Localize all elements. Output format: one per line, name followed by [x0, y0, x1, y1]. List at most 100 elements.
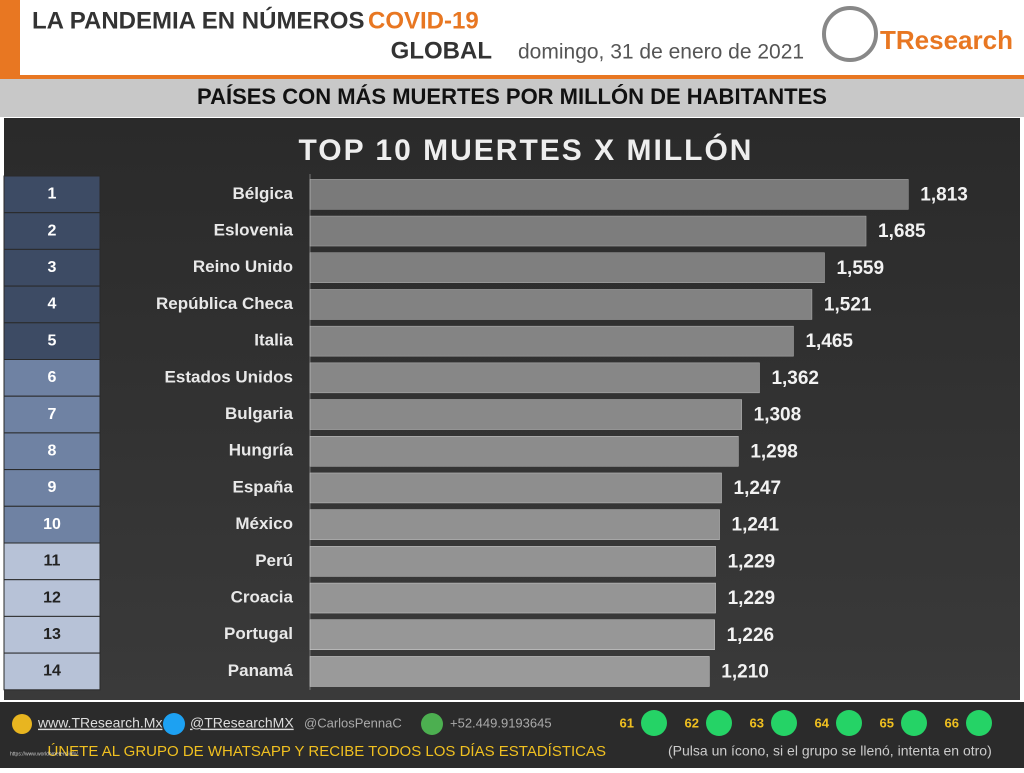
- whatsapp-icon[interactable]: [836, 710, 862, 736]
- twitter-icon: [163, 713, 185, 735]
- category-label: España: [233, 477, 294, 496]
- header-title: LA PANDEMIA EN NÚMEROS: [32, 6, 364, 34]
- header-scope: GLOBAL: [391, 37, 492, 64]
- group-number: 64: [815, 715, 830, 730]
- category-label: Reino Unido: [193, 257, 293, 276]
- phone-icon: [421, 713, 443, 735]
- bar: [309, 582, 716, 614]
- header-highlight: COVID-19: [368, 7, 479, 34]
- group-number: 62: [685, 715, 699, 730]
- rank: 9: [48, 479, 57, 496]
- bar: [309, 289, 813, 320]
- value-label: 1,247: [734, 478, 782, 499]
- value-label: 1,559: [836, 258, 884, 279]
- value-label: 1,226: [727, 625, 775, 646]
- category-label: Bélgica: [233, 184, 294, 203]
- rank-cell: [3, 469, 101, 507]
- category-label: Estados Unidos: [165, 367, 293, 386]
- twitter2: @CarlosPennaC: [304, 715, 402, 730]
- value-label: 1,465: [805, 331, 853, 352]
- group-number: 63: [750, 715, 764, 730]
- value-label: 1,813: [920, 184, 968, 205]
- phone: +52.449.9193645: [450, 715, 552, 730]
- rank: 14: [43, 663, 61, 680]
- rank-cell: [3, 615, 101, 654]
- category-label: Bulgaria: [225, 404, 294, 423]
- rank-cell: [3, 248, 101, 287]
- cta: ÚNETE AL GRUPO DE WHATSAPP Y RECIBE TODO…: [48, 743, 606, 760]
- rank: 1: [48, 186, 57, 203]
- whatsapp-icon[interactable]: [641, 710, 667, 736]
- category-label: Perú: [255, 551, 293, 570]
- source: https://www.worldometers.info/: [10, 751, 78, 757]
- twitter-link[interactable]: @TResearchMX: [190, 715, 294, 731]
- note: (Pulsa un ícono, si el grupo se llenó, i…: [668, 743, 992, 759]
- rank-cell: [3, 359, 101, 397]
- category-label: Croacia: [231, 588, 294, 607]
- web-icon: [12, 714, 32, 734]
- whatsapp-icon[interactable]: [706, 710, 732, 736]
- bar: [309, 509, 720, 540]
- rank: 13: [43, 626, 61, 643]
- value-label: 1,298: [750, 441, 798, 462]
- logo-icon: [822, 6, 878, 62]
- category-label: Italia: [254, 331, 293, 350]
- rank: 7: [48, 406, 57, 423]
- rank: 8: [48, 442, 57, 459]
- bar: [309, 619, 715, 650]
- header-date: domingo, 31 de enero de 2021: [518, 41, 804, 64]
- category-label: México: [235, 514, 293, 533]
- rank: 12: [43, 589, 61, 606]
- value-label: 1,229: [728, 551, 776, 572]
- rank: 5: [48, 332, 57, 349]
- bar: [309, 472, 722, 504]
- bar: [309, 215, 867, 247]
- category-label: República Checa: [156, 294, 294, 313]
- bar: [309, 399, 742, 430]
- banner: PAÍSES CON MÁS MUERTES POR MILLÓN DE HAB…: [197, 84, 827, 109]
- bar: [309, 325, 794, 357]
- category-label: Panamá: [228, 661, 294, 680]
- bar: [309, 252, 825, 283]
- group-number: 66: [945, 715, 959, 730]
- value-label: 1,308: [754, 405, 802, 426]
- whatsapp-icon[interactable]: [771, 710, 797, 736]
- rank-cell: [3, 542, 101, 581]
- rank-cell: [3, 322, 101, 360]
- rank: 4: [48, 296, 57, 313]
- bar: [309, 546, 716, 577]
- value-label: 1,241: [732, 515, 780, 536]
- whatsapp-icon[interactable]: [901, 710, 927, 736]
- value-label: 1,521: [824, 294, 872, 315]
- rank: 11: [44, 553, 61, 570]
- value-label: 1,362: [771, 368, 819, 389]
- value-label: 1,210: [721, 661, 769, 682]
- chart-title: TOP 10 MUERTES X MILLÓN: [299, 133, 754, 167]
- value-label: 1,229: [728, 588, 776, 609]
- banner-bg: [0, 79, 1024, 117]
- whatsapp-icon[interactable]: [966, 710, 992, 736]
- rank: 2: [48, 222, 57, 239]
- value-label: 1,685: [878, 221, 926, 242]
- rank-cell: [3, 652, 101, 691]
- divider: [0, 75, 1024, 79]
- bar: [309, 656, 710, 687]
- rank-cell: [3, 432, 101, 471]
- accent-bar: [0, 0, 20, 75]
- rank-cell: [3, 579, 101, 617]
- category-label: Hungría: [229, 441, 294, 460]
- bar: [309, 362, 760, 394]
- web-link[interactable]: www.TResearch.Mx: [37, 715, 162, 731]
- brand: TResearch: [880, 25, 1013, 55]
- group-number: 61: [620, 715, 634, 730]
- rank: 3: [48, 259, 57, 276]
- category-label: Portugal: [224, 624, 293, 643]
- rank-cell: [3, 285, 101, 324]
- rank: 10: [43, 516, 61, 533]
- bar: [309, 179, 909, 210]
- category-label: Eslovenia: [214, 221, 294, 240]
- bar: [309, 436, 739, 467]
- rank-cell: [3, 175, 101, 214]
